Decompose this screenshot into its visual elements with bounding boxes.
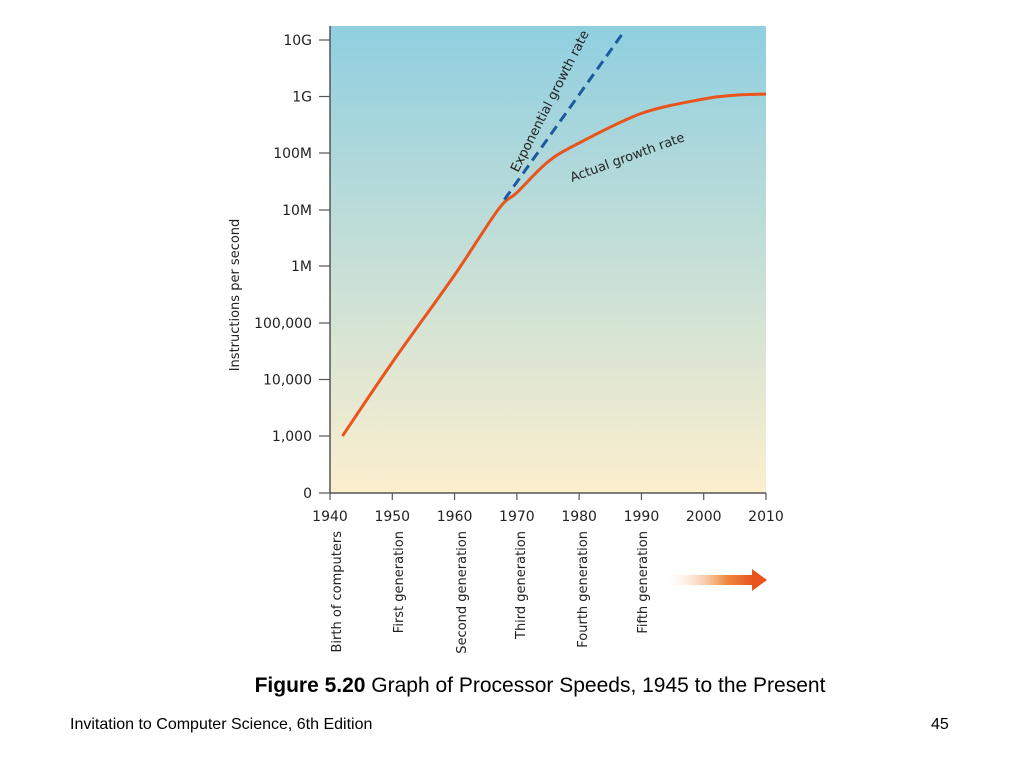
- x-tick-label: 1980: [561, 509, 597, 525]
- plot-background: [330, 26, 766, 493]
- figure-label: Figure 5.20: [254, 674, 366, 697]
- generation-label: Third generation: [514, 531, 529, 640]
- future-arrow: [662, 569, 767, 591]
- generation-label: First generation: [392, 531, 407, 633]
- x-tick-label: 1940: [312, 509, 348, 525]
- figure-text: Graph of Processor Speeds, 1945 to the P…: [365, 674, 826, 697]
- page-number: 45: [931, 716, 949, 733]
- book-title: Invitation to Computer Science, 6th Edit…: [70, 716, 373, 733]
- y-tick-label: 10G: [283, 33, 312, 49]
- x-tick-label: 1950: [374, 509, 410, 525]
- x-tick-label: 2000: [686, 509, 722, 525]
- y-tick-label: 1M: [291, 259, 312, 275]
- figure-caption: Figure 5.20 Graph of Processor Speeds, 1…: [0, 674, 1024, 698]
- generation-label: Birth of computers: [330, 531, 345, 653]
- generation-label: Second generation: [455, 531, 470, 654]
- y-tick-label: 10M: [282, 203, 312, 219]
- exponential-growth-line: [503, 32, 624, 201]
- generation-label: Fifth generation: [636, 531, 651, 634]
- y-tick-label: 1,000: [272, 429, 312, 445]
- y-axis-title: Instructions per second: [228, 219, 243, 372]
- y-tick-label: 10,000: [263, 373, 312, 389]
- x-tick-label: 1960: [437, 509, 473, 525]
- y-tick-label: 1G: [292, 90, 312, 106]
- x-tick-label: 2010: [748, 509, 784, 525]
- generation-label: Fourth generation: [576, 531, 591, 648]
- x-tick-label: 1990: [624, 509, 660, 525]
- y-tick-label: 0: [303, 486, 312, 502]
- y-tick-label: 100,000: [254, 316, 312, 332]
- actual-growth-line: [341, 92, 767, 437]
- y-tick-label: 100M: [273, 146, 312, 162]
- x-tick-label: 1970: [499, 509, 535, 525]
